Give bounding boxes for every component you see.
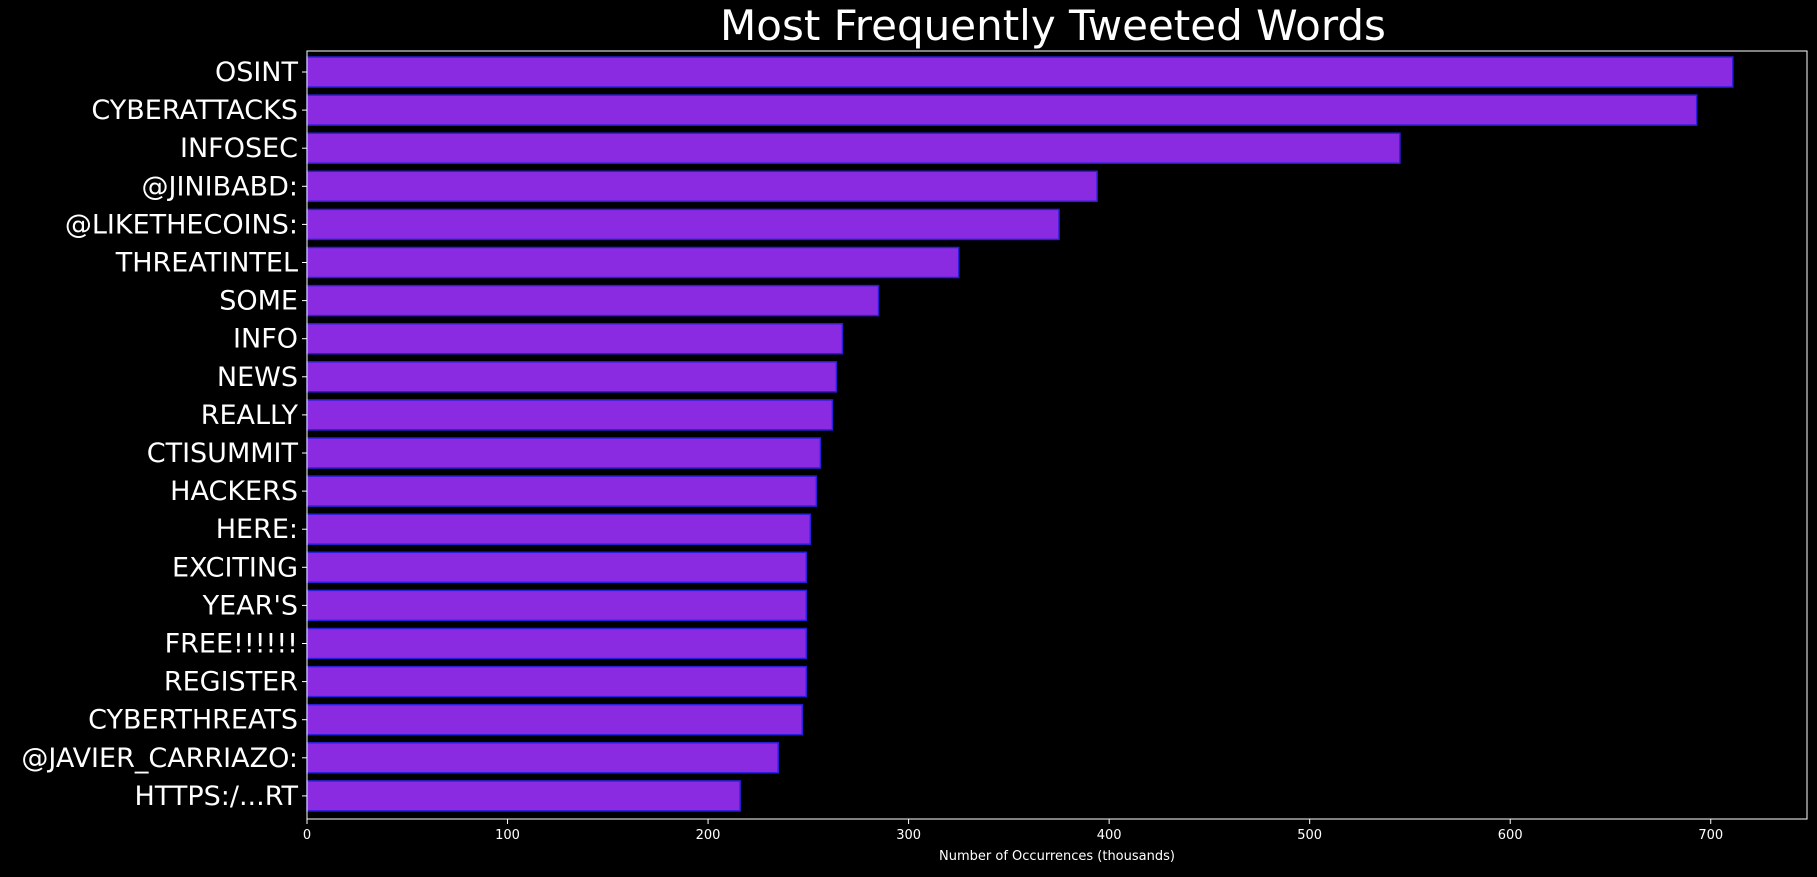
x-axis-label: Number of Occurrences (thousands) xyxy=(939,849,1175,864)
category-label: REALLY xyxy=(201,400,299,431)
bar xyxy=(306,437,822,469)
category-label: INFOSEC xyxy=(180,133,298,164)
x-tick-label: 600 xyxy=(1498,828,1523,843)
bar xyxy=(306,399,834,431)
category-label: EXCITING xyxy=(172,552,298,583)
bar xyxy=(306,94,1698,126)
x-tick-label: 400 xyxy=(1097,828,1122,843)
bar xyxy=(306,132,1401,164)
x-tick-label: 300 xyxy=(896,828,921,843)
category-label: REGISTER xyxy=(164,667,298,698)
bar xyxy=(306,513,812,545)
x-tick-label: 700 xyxy=(1698,828,1723,843)
category-label: SOME xyxy=(219,286,298,317)
category-label: CYBERTHREATS xyxy=(88,705,298,736)
plot-frame xyxy=(306,50,1808,820)
bar xyxy=(306,284,880,317)
x-tick-label: 500 xyxy=(1297,828,1322,843)
bar xyxy=(306,742,780,774)
category-label: FREE!!!!!! xyxy=(165,629,298,660)
category-label: THREATINTEL xyxy=(115,248,298,279)
bar xyxy=(306,208,1060,241)
category-label: HTTPS:/...RT xyxy=(135,781,299,812)
bar xyxy=(306,475,818,507)
category-label: HERE: xyxy=(216,514,298,545)
category-label: OSINT xyxy=(215,57,299,88)
bar xyxy=(306,170,1098,203)
x-tick-label: 0 xyxy=(303,828,311,843)
category-label: CTISUMMIT xyxy=(147,438,299,469)
category-label: @LIKETHECOINS: xyxy=(65,209,298,240)
category-label: YEAR'S xyxy=(202,590,298,621)
bar xyxy=(306,246,960,279)
bar xyxy=(306,322,844,355)
category-label: HACKERS xyxy=(170,476,298,507)
category-label: @JAVIER_CARRIAZO: xyxy=(21,743,298,774)
bar xyxy=(306,627,808,660)
x-axis-ticks: 0 100 200 300 400 500 600 700 xyxy=(303,819,1723,843)
category-label: CYBERATTACKS xyxy=(91,95,298,126)
bar xyxy=(306,589,808,622)
category-label: @JINIBABD: xyxy=(142,171,299,202)
chart-title: Most Frequently Tweeted Words xyxy=(720,1,1386,50)
bar xyxy=(306,551,808,584)
category-label: NEWS xyxy=(217,362,298,393)
category-labels: OSINT CYBERATTACKS INFOSEC @JINIBABD: @LIKET… xyxy=(21,57,307,812)
x-tick-label: 200 xyxy=(696,828,721,843)
bar xyxy=(306,780,741,812)
x-tick-label: 100 xyxy=(495,828,520,843)
bar xyxy=(306,703,804,736)
category-label: INFO xyxy=(233,324,298,355)
bar xyxy=(306,56,1734,88)
bar xyxy=(306,665,808,698)
bars-layer xyxy=(306,56,1734,812)
bar xyxy=(306,361,838,393)
